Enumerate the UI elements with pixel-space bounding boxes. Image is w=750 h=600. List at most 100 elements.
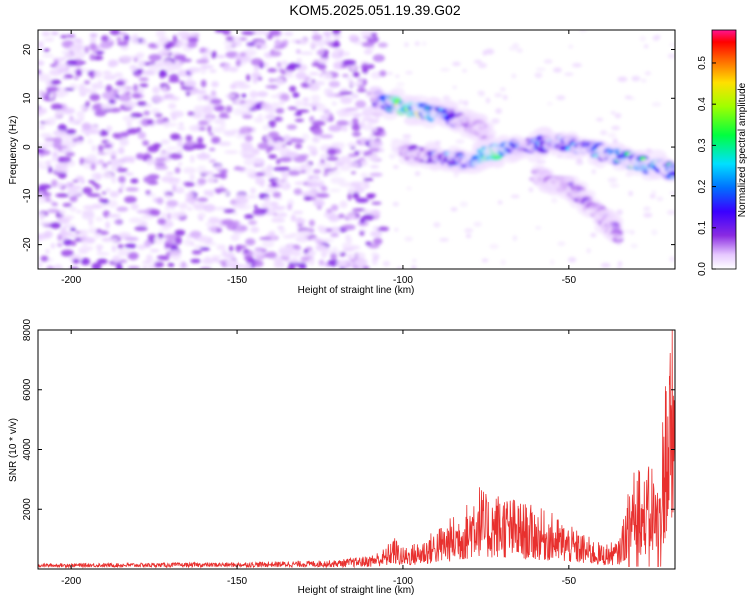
- noise-blob: [214, 164, 223, 171]
- noise-blob: [292, 244, 300, 249]
- noise-blob: [134, 73, 141, 78]
- noise-blob: [133, 83, 139, 92]
- noise-blob: [98, 159, 104, 163]
- noise-blob: [192, 143, 207, 150]
- noise-blob: [285, 141, 293, 146]
- noise-blob: [169, 152, 183, 160]
- noise-blob: [257, 142, 270, 150]
- noise-blob: [123, 101, 138, 108]
- noise-blob: [341, 224, 356, 231]
- noise-blob: [318, 259, 325, 266]
- noise-blob: [210, 98, 222, 105]
- noise-blob: [119, 31, 127, 36]
- noise-blob: [378, 148, 385, 153]
- noise-blob: [286, 124, 297, 130]
- noise-blob: [154, 261, 164, 268]
- noise-blob: [253, 65, 259, 72]
- noise-blob: [272, 167, 286, 171]
- noise-blob: [294, 143, 303, 149]
- sparse-noise-blob: [410, 264, 417, 269]
- noise-blob: [145, 190, 151, 195]
- sparse-noise-blob: [596, 117, 604, 122]
- noise-blob: [250, 226, 260, 233]
- noise-blob: [264, 188, 278, 193]
- sparse-noise-blob: [382, 260, 391, 267]
- noise-blob: [295, 49, 301, 54]
- sparse-noise-blob: [452, 61, 461, 66]
- noise-blob: [307, 78, 312, 85]
- sparse-noise-blob: [519, 140, 528, 147]
- noise-blob: [341, 126, 348, 132]
- noise-blob: [95, 173, 102, 181]
- noise-blob: [198, 120, 209, 126]
- noise-blob: [352, 191, 360, 200]
- noise-blob: [306, 189, 321, 194]
- noise-blob: [38, 261, 43, 269]
- noise-blob: [370, 230, 383, 238]
- noise-blob: [298, 262, 307, 269]
- noise-blob: [79, 235, 89, 242]
- noise-blob: [184, 80, 197, 88]
- snr-series-line: [38, 330, 675, 569]
- colorbar-tick-label: 0.5: [697, 56, 708, 70]
- noise-blob: [311, 30, 319, 35]
- noise-blob: [295, 218, 306, 224]
- noise-blob: [256, 91, 269, 97]
- noise-blob: [331, 101, 337, 106]
- noise-blob: [46, 160, 51, 167]
- noise-blob: [308, 257, 315, 266]
- colorbar: 0.0 0.1 0.2 0.3 0.4 0.5 Normalized spectral a…: [697, 29, 748, 276]
- noise-blob: [64, 87, 75, 91]
- noise-blob: [83, 80, 91, 85]
- noise-blob: [375, 116, 380, 121]
- noise-blob: [48, 116, 60, 121]
- noise-blob: [267, 68, 278, 73]
- noise-blob: [137, 126, 142, 133]
- noise-blob: [267, 131, 280, 140]
- noise-blob: [120, 55, 132, 63]
- sparse-noise-blob: [423, 156, 428, 163]
- sparse-noise-blob: [550, 151, 557, 157]
- noise-blob: [79, 92, 87, 97]
- noise-blob: [98, 129, 109, 137]
- noise-blob: [75, 50, 85, 58]
- noise-blob: [139, 83, 149, 88]
- sparse-noise-blob: [611, 125, 621, 131]
- noise-blob: [118, 232, 132, 239]
- noise-blob: [75, 175, 84, 181]
- noise-blob: [197, 235, 209, 243]
- noise-blob: [215, 105, 225, 112]
- noise-blob: [165, 251, 171, 259]
- noise-blob: [42, 141, 54, 148]
- noise-blob: [234, 98, 241, 105]
- sparse-noise-blob: [669, 175, 675, 180]
- noise-blob: [40, 133, 53, 138]
- snr-y-label: SNR (10 * v/v): [8, 418, 19, 482]
- noise-blob: [95, 216, 103, 222]
- noise-blob: [100, 35, 109, 42]
- noise-blob: [189, 199, 196, 205]
- noise-blob: [110, 158, 119, 166]
- noise-blob: [44, 137, 58, 142]
- noise-blob: [252, 75, 258, 84]
- noise-blob: [340, 64, 348, 69]
- sparse-noise-blob: [510, 139, 517, 143]
- noise-blob: [244, 214, 254, 220]
- noise-blob: [72, 179, 79, 183]
- noise-blob: [38, 184, 52, 190]
- noise-blob: [326, 208, 333, 214]
- noise-blob: [178, 122, 184, 126]
- noise-blob: [76, 210, 82, 214]
- noise-blob: [185, 192, 195, 199]
- noise-blob: [233, 167, 247, 171]
- noise-blob: [368, 147, 382, 152]
- x-tick-label: -50: [562, 275, 577, 286]
- sparse-noise-blob: [557, 241, 566, 246]
- noise-blob: [38, 73, 51, 82]
- noise-blob: [232, 203, 246, 209]
- noise-blob: [326, 92, 337, 98]
- noise-blob: [327, 170, 341, 175]
- noise-blob: [275, 140, 284, 149]
- noise-blob: [52, 140, 62, 149]
- snr-x-ticks: -200 -150 -100 -50: [61, 330, 576, 587]
